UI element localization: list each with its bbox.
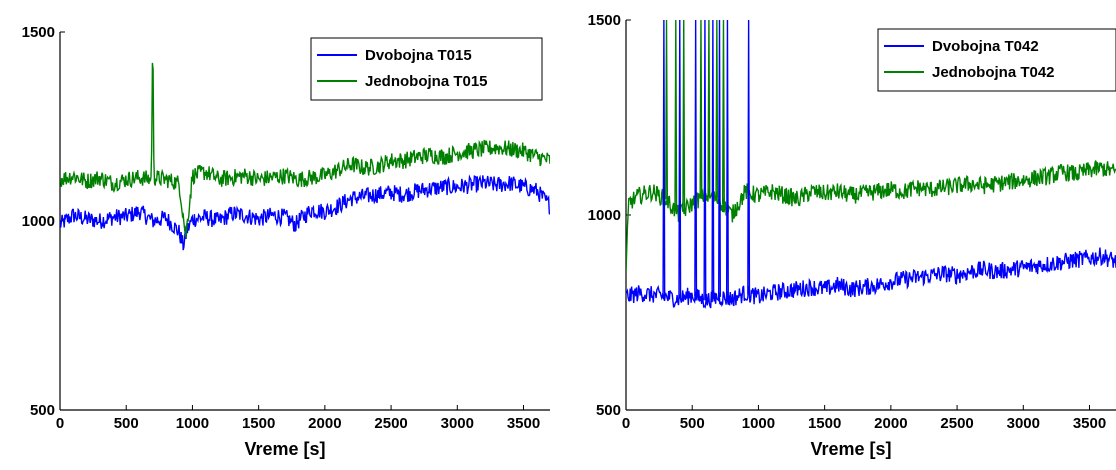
x-tick-label: 0 [622, 415, 630, 432]
x-tick-label: 500 [680, 415, 705, 432]
x-tick-label: 3000 [1007, 415, 1040, 432]
spike-mark [715, 20, 719, 199]
x-tick-label: 2500 [940, 415, 973, 432]
spike-mark [718, 20, 721, 297]
spike-mark [678, 20, 682, 299]
y-tick-label: 1500 [588, 12, 621, 29]
x-tick-label: 2000 [308, 415, 341, 432]
spike-mark [721, 20, 725, 205]
spike-mark [662, 20, 666, 297]
x-tick-label: 1000 [176, 415, 209, 432]
legend-label: Dvobojna T015 [365, 47, 472, 64]
series-line-2 [626, 160, 1116, 273]
series-line-2 [60, 62, 550, 239]
x-tick-label: 3500 [507, 415, 540, 432]
legend-label: Jednobojna T015 [365, 73, 488, 90]
spike-mark [682, 20, 686, 212]
chart-panel-2: 0 500 1000 1500 2000 2500 3000 350050010001500V… [588, 12, 1116, 459]
spike-mark [665, 20, 669, 200]
spike-mark [703, 20, 707, 301]
x-axis-label: Vreme [s] [244, 439, 325, 459]
y-tick-label: 1000 [588, 207, 621, 224]
series-line-1 [626, 247, 1116, 309]
chart-panel-1: 0 500 1000 1500 2000 2500 3000 350050010001500V… [22, 24, 550, 459]
spike-mark [711, 20, 715, 299]
x-axis-label: Vreme [s] [810, 439, 891, 459]
x-tick-label: 2500 [374, 415, 407, 432]
x-tick-label: 1500 [808, 415, 841, 432]
legend: Dvobojna T015 Jednobojna T015 [310, 37, 543, 101]
spike-mark [699, 20, 703, 199]
spike-mark [747, 20, 751, 294]
y-tick-label: 1500 [22, 24, 55, 41]
x-tick-label: 2000 [874, 415, 907, 432]
spike-mark [707, 20, 711, 197]
series-line-1 [60, 174, 550, 251]
x-tick-label: 3000 [441, 415, 474, 432]
y-tick-label: 500 [30, 402, 55, 419]
legend-label: Dvobojna T042 [932, 38, 1039, 55]
legend-box [877, 28, 1116, 92]
spike-mark [725, 20, 729, 299]
x-tick-label: 500 [114, 415, 139, 432]
y-tick-label: 1000 [22, 213, 55, 230]
x-tick-label: 3500 [1073, 415, 1106, 432]
x-tick-label: 1000 [742, 415, 775, 432]
y-tick-label: 500 [596, 402, 621, 419]
x-tick-label: 1500 [242, 415, 275, 432]
legend-label: Jednobojna T042 [932, 64, 1055, 81]
spike-mark [674, 20, 678, 211]
spike-mark [694, 20, 698, 297]
x-tick-label: 0 [56, 415, 64, 432]
legend: Dvobojna T042 Jednobojna T042 [877, 28, 1116, 92]
legend-box [310, 37, 543, 101]
